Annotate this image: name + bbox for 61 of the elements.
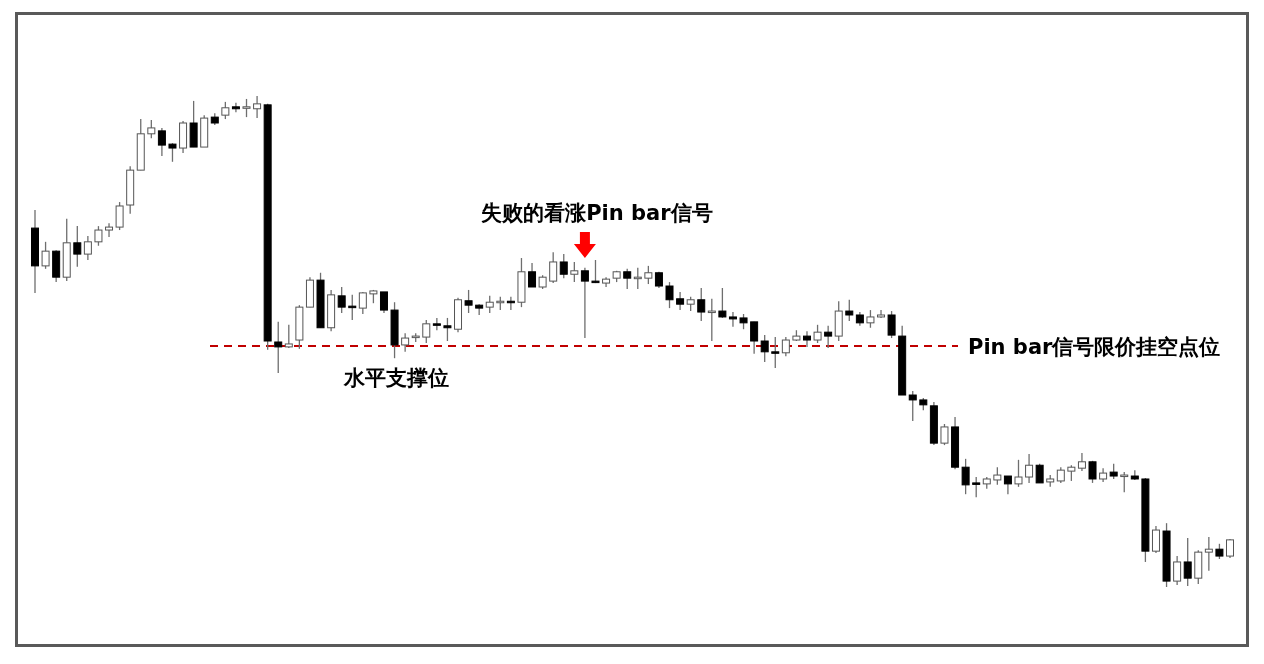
candlestick	[940, 423, 949, 446]
candlestick	[623, 268, 632, 290]
candlestick	[1003, 475, 1012, 495]
candlestick	[718, 287, 727, 319]
candlestick	[961, 458, 970, 495]
candlestick	[83, 235, 92, 261]
candlestick	[115, 201, 124, 231]
candlestick	[1204, 536, 1213, 572]
candlestick	[972, 476, 981, 498]
candlestick	[105, 222, 114, 238]
candlestick	[157, 127, 166, 157]
candlestick	[41, 241, 50, 270]
candlestick	[813, 324, 822, 344]
candlestick	[1035, 463, 1044, 484]
candlestick	[253, 95, 262, 119]
annotation: 水平支撑位	[342, 365, 449, 390]
candlestick	[1025, 453, 1034, 484]
candlestick	[242, 98, 251, 118]
candlestick	[168, 142, 177, 163]
candlestick	[845, 299, 854, 322]
candlestick	[337, 286, 346, 314]
candlestick	[665, 281, 674, 309]
candlestick	[824, 325, 833, 349]
candlestick	[802, 330, 811, 348]
candlestick	[1183, 537, 1192, 587]
candlestick	[559, 253, 568, 279]
candlestick	[147, 119, 156, 139]
candlestick	[231, 102, 240, 113]
candlestick	[422, 319, 431, 344]
candlestick	[549, 251, 558, 284]
annotation: 失败的看涨Pin bar信号	[481, 200, 713, 225]
candlestick	[284, 324, 293, 349]
candlestick	[464, 289, 473, 314]
candlestick	[707, 298, 716, 342]
candlestick	[644, 265, 653, 285]
candlestick	[580, 267, 589, 339]
candlestick	[1120, 471, 1129, 493]
candlestick	[676, 291, 685, 311]
candlestick	[73, 225, 82, 268]
candlestick	[1151, 525, 1160, 554]
candlestick	[771, 336, 780, 369]
candlestick	[697, 287, 706, 322]
candlestick	[379, 291, 388, 314]
candlestick	[781, 336, 790, 357]
candlestick	[94, 225, 103, 247]
candlestick	[887, 310, 896, 339]
candlestick	[348, 294, 357, 321]
candlestick	[274, 321, 283, 374]
candlestick	[528, 262, 537, 288]
candlestick	[760, 334, 769, 363]
candlestick	[401, 332, 410, 353]
candlestick	[570, 261, 579, 283]
candlestick	[908, 390, 917, 422]
candlestick	[1077, 452, 1086, 472]
candlestick	[750, 321, 759, 355]
candlestick	[432, 317, 441, 331]
candlestick	[1173, 555, 1182, 586]
candlestick	[728, 311, 737, 328]
candlestick	[1014, 459, 1023, 488]
candlestick	[443, 317, 452, 342]
ref-line-label: Pin bar信号限价挂空点位	[968, 334, 1221, 359]
